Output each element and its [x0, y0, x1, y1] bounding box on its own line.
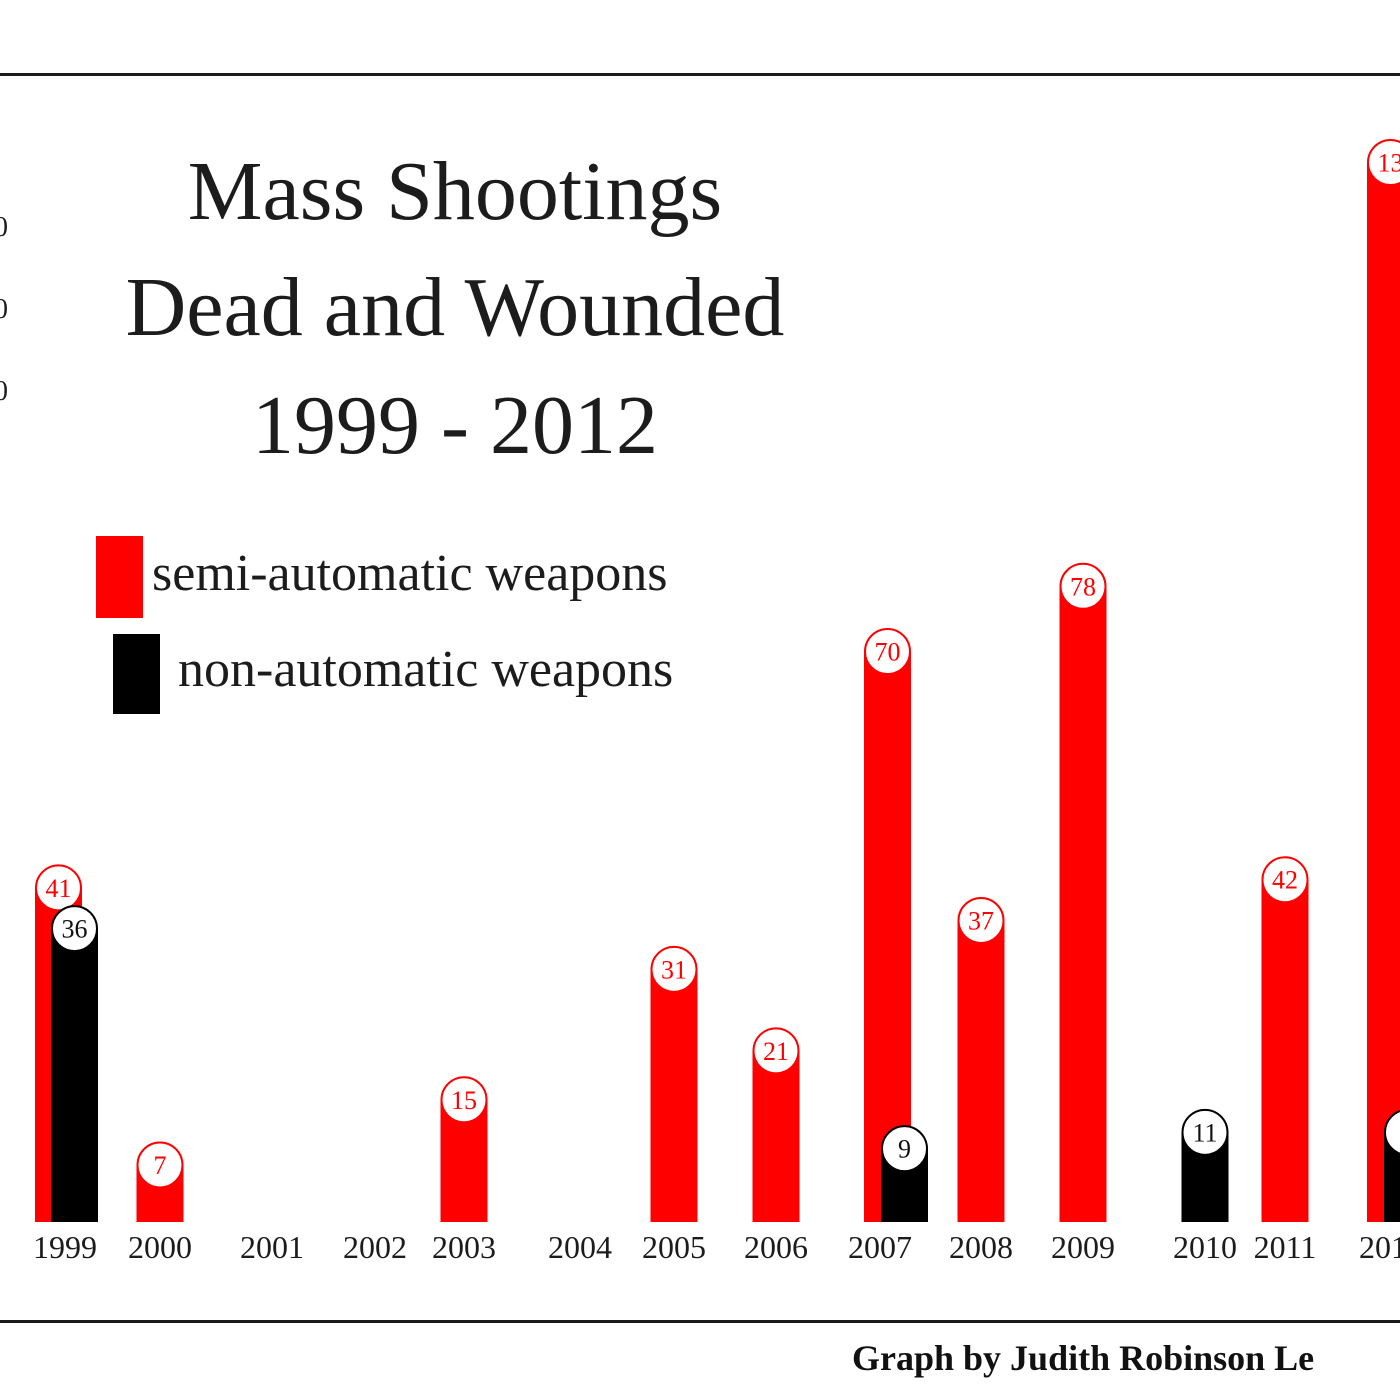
top-rule: [0, 73, 1400, 76]
data-label-semi-automatic-bubble: [650, 945, 698, 993]
y-tick-label: 0: [0, 212, 8, 243]
data-label-non-automatic: 9: [898, 1135, 911, 1164]
bottom-rule: [0, 1320, 1400, 1323]
data-label-non-automatic: 36: [62, 915, 88, 944]
legend-swatch-semi-automatic: [96, 536, 143, 618]
data-label-semi-automatic-bubble: [864, 628, 911, 675]
data-label-semi-automatic: 42: [1272, 866, 1298, 895]
legend-label-non-automatic: non-automatic weapons: [178, 641, 674, 698]
bar-semi-automatic: [957, 920, 1005, 1222]
bar-non-automatic: [51, 928, 98, 1222]
data-label-semi-automatic-bubble: [1059, 562, 1107, 610]
x-tick-label: 2003: [432, 1229, 496, 1265]
x-tick-label: 2006: [744, 1229, 808, 1265]
bar-semi-automatic: [1261, 879, 1309, 1222]
bar-semi-automatic: [1367, 162, 1400, 1222]
x-tick-label: 2004: [548, 1229, 612, 1265]
data-label-semi-automatic-bubble: [440, 1076, 488, 1124]
legend-label-semi-automatic: semi-automatic weapons: [152, 545, 668, 602]
bar-semi-automatic: [650, 969, 698, 1222]
x-tick-label: 2007: [848, 1229, 912, 1265]
data-label-semi-automatic-bubble: [957, 896, 1005, 944]
data-label-non-automatic-bubble: [1384, 1110, 1400, 1155]
data-label-semi-automatic-bubble: [136, 1141, 184, 1189]
x-tick-label: 2011: [1254, 1229, 1317, 1265]
legend-swatch-non-automatic: [113, 634, 160, 714]
data-label-non-automatic-bubble: [881, 1125, 928, 1173]
chart-title-line-3: 1999 - 2012: [252, 379, 658, 472]
data-label-semi-automatic-bubble: [1261, 856, 1309, 904]
x-tick-label: 2005: [642, 1229, 706, 1265]
data-label-semi-automatic: 13: [1378, 149, 1400, 178]
bar-semi-automatic: [1059, 586, 1107, 1222]
chart-title-line-2: Dead and Wounded: [125, 261, 785, 354]
data-label-semi-automatic: 78: [1070, 572, 1096, 601]
y-tick-label: 0: [0, 294, 8, 325]
data-label-semi-automatic: 21: [763, 1037, 789, 1066]
x-tick-label: 2009: [1051, 1229, 1115, 1265]
data-label-semi-automatic: 31: [661, 955, 687, 984]
data-label-semi-automatic-bubble: [1367, 139, 1400, 186]
bar-semi-automatic: [752, 1050, 800, 1222]
data-label-semi-automatic-bubble: [752, 1027, 800, 1075]
data-label-semi-automatic: 70: [875, 638, 901, 667]
graph-credit: Graph by Judith Robinson Le: [852, 1338, 1315, 1378]
x-tick-label: 2000: [128, 1229, 192, 1265]
data-label-semi-automatic: 37: [968, 906, 994, 935]
bar-non-automatic: [1384, 1132, 1400, 1222]
data-label-non-automatic: 11: [1192, 1118, 1217, 1147]
data-label-semi-automatic-bubble: [35, 864, 82, 912]
x-tick-label: 2010: [1173, 1229, 1237, 1265]
chart-title-line-1: Mass Shootings: [187, 145, 723, 238]
y-tick-label: 0: [0, 376, 8, 407]
x-tick-label: 2008: [949, 1229, 1013, 1265]
x-tick-label: 201: [1359, 1229, 1400, 1265]
x-tick-label: 2001: [240, 1229, 304, 1265]
x-tick-label: 2002: [343, 1229, 407, 1265]
data-label-semi-automatic: 41: [46, 874, 72, 903]
data-label-semi-automatic: 7: [154, 1151, 167, 1180]
data-label-non-automatic-bubble: [51, 905, 98, 953]
x-tick-label: 1999: [33, 1229, 97, 1265]
data-label-semi-automatic: 15: [451, 1086, 477, 1115]
data-label-non-automatic-bubble: [1181, 1108, 1229, 1156]
